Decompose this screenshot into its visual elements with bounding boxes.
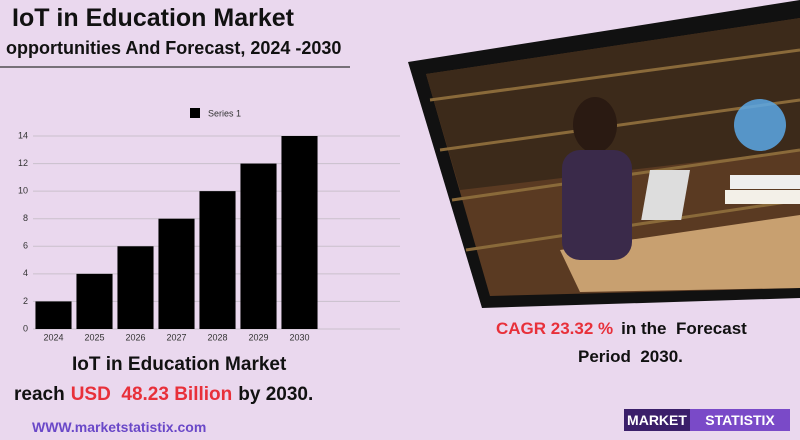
bar: [35, 301, 72, 329]
y-tick-label: 10: [18, 186, 28, 196]
x-tick-label: 2030: [289, 332, 309, 342]
legend-swatch: [190, 108, 200, 118]
bar: [199, 191, 236, 329]
bar: [281, 136, 318, 329]
bar: [240, 163, 277, 329]
cagr-text-2: Period 2030.: [578, 347, 683, 366]
summary-line-1: IoT in Education Market: [72, 354, 287, 375]
y-tick-label: 6: [23, 241, 28, 251]
logo-text-1: MARKET: [627, 412, 687, 428]
summary-line-2: reach USD 48.23 Billion by 2030.: [14, 384, 313, 405]
bar: [117, 246, 154, 329]
x-tick-label: 2028: [207, 332, 227, 342]
y-tick-label: 8: [23, 213, 28, 223]
x-tick-label: 2026: [125, 332, 145, 342]
bar: [158, 218, 195, 329]
summary-highlight: USD 48.23 Billion: [71, 384, 233, 405]
x-tick-label: 2029: [248, 332, 268, 342]
x-tick-label: 2027: [166, 332, 186, 342]
photo: [408, 0, 800, 308]
bar: [76, 273, 113, 329]
title: IoT in Education Market: [12, 4, 295, 32]
x-tick-label: 2024: [43, 332, 63, 342]
logo-box-1: [624, 409, 690, 431]
cagr-text: CAGR 23.32 % in the Forecast: [496, 319, 747, 338]
y-tick-label: 2: [23, 296, 28, 306]
logo-box-2: [690, 409, 790, 431]
y-tick-label: 4: [23, 268, 28, 278]
x-tick-label: 2025: [84, 332, 104, 342]
legend-label: Series 1: [208, 108, 241, 118]
subtitle: opportunities And Forecast, 2024 -2030: [6, 38, 341, 58]
y-tick-label: 14: [18, 130, 28, 140]
logo-text-2: STATISTIX: [705, 412, 775, 428]
summary-prefix: reach: [14, 384, 65, 405]
cagr-highlight: CAGR 23.32 %: [496, 319, 613, 338]
summary-suffix: by 2030.: [238, 384, 313, 405]
website: WWW.marketstatistix.com: [32, 419, 206, 435]
logo: MARKET STATISTIX: [624, 409, 790, 431]
y-tick-label: 12: [18, 158, 28, 168]
chart: 0 2 4 6 8 10 12 14 Series 1 2024 2025 2026 2027 2028 2…: [18, 108, 400, 342]
y-tick-label: 0: [23, 323, 28, 333]
cagr-text-1: in the Forecast: [621, 319, 747, 338]
